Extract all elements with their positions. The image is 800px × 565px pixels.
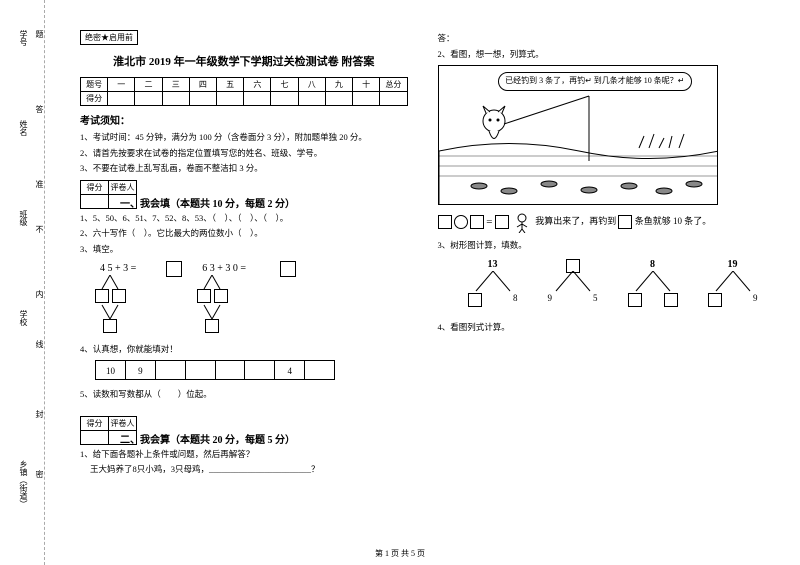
answer-box [205,319,219,333]
tree-item: 13 8 [468,259,518,309]
bind-line: 内 [34,290,45,298]
fishing-illustration: 已经钓到 3 条了，再钓↵ 到几条才能够 10 条呢？↵ [438,65,718,205]
tree-diagrams: 13 8 9 5 8 [468,259,766,309]
answer-label: 答： [438,32,766,46]
answer-box [280,261,296,277]
equals-sign: = [486,216,492,228]
question: 5、读数和写数都从（ ）位起。 [80,388,408,402]
right-column: 答： 2、看图，想一想，列算式。 已经钓到 3 条了，再钓↵ 到几条才能够 10… [423,30,781,545]
left-column: 绝密★启用前 淮北市 2019 年一年级数学下学期过关检测试卷 附答案 题号 一… [65,30,423,545]
equation-row: = 我算出来了，再钓到 条鱼就够 10 条了。 [438,211,766,233]
girl-icon [511,211,533,233]
bind-label: 班级 [18,210,29,226]
exam-title: 淮北市 2019 年一年级数学下学期过关检测试卷 附答案 [80,53,408,69]
question: 3、树形图计算，填数。 [438,239,766,253]
decomposition-row: 4 5 + 3 = 6 3 + 3 0 = [100,263,408,333]
bind-line: 密 [34,470,45,478]
answer-box [197,289,211,303]
bind-line: 答 [34,105,45,113]
fill-boxes: 10 9 4 [95,360,335,380]
bind-label: 乡镇（街道） [18,460,29,508]
leaf-box [628,293,642,307]
question: 2、看图，想一想，列算式。 [438,48,766,62]
leaf-box [468,293,482,307]
eq-text: 条鱼就够 10 条了。 [635,216,712,226]
operand-box [438,215,452,229]
answer-box [103,319,117,333]
operator-circle [454,215,468,229]
leaf-box [664,293,678,307]
notice: 2、请首先按要求在试卷的指定位置填写您的姓名、班级、学号。 [80,147,408,161]
fill-box [618,215,632,229]
bind-line: 封 [34,410,45,418]
result-box [495,215,509,229]
leaf-box [708,293,722,307]
notice-head: 考试须知： [80,112,408,127]
bind-label: 学号 [18,30,29,46]
bind-line: 不 [34,225,45,233]
tree-item: 19 9 [708,259,758,309]
bind-line: 线 [34,340,45,348]
page-content: 绝密★启用前 淮北市 2019 年一年级数学下学期过关检测试卷 附答案 题号 一… [45,0,800,565]
question: 4、看图列式计算。 [438,321,766,335]
page-footer: 第 1 页 共 5 页 [0,548,800,559]
section-title: 二、我会算（本题共 20 分，每题 5 分） [120,431,408,446]
speech-bubble: 已经钓到 3 条了，再钓↵ 到几条才能够 10 条呢？↵ [498,72,691,90]
eq-text: 我算出来了，再钓到 [535,216,616,226]
operand-box [470,215,484,229]
table-row: 得分 [81,92,408,106]
equation: 6 3 + 3 0 = [202,263,282,274]
decomp-diagram: 4 5 + 3 = [100,263,180,333]
notice: 1、考试时间：45 分钟，满分为 100 分（含卷面分 3 分），附加题单独 2… [80,131,408,145]
decomp-diagram: 6 3 + 3 0 = [202,263,282,333]
binding-strip: 学号 姓名 班级 学校 乡镇（街道） 题 答 准 不 内 线 封 密 [0,0,45,565]
question: 3、填空。 [80,243,408,257]
question: 2、六十写作（ ）。它比最大的两位数小（ ）。 [80,227,408,241]
question: 4、认真想，你就能填对！ [80,343,408,357]
notice: 3、不要在试卷上乱写乱画，卷面不整洁扣 3 分。 [80,162,408,176]
table-row: 题号 一 二 三 四 五 六 七 八 九 十 总分 [81,78,408,92]
answer-box [95,289,109,303]
bind-label: 学校 [18,310,29,326]
score-table: 题号 一 二 三 四 五 六 七 八 九 十 总分 得分 [80,77,408,106]
bind-line: 准 [34,180,45,188]
answer-box [112,289,126,303]
tree-item: 9 5 [548,259,598,309]
confidential-badge: 绝密★启用前 [80,30,138,45]
answer-box [214,289,228,303]
question: 王大妈养了8只小鸡，3只母鸡，________________________？ [90,463,408,477]
section-title: 一、我会填（本题共 10 分，每题 2 分） [120,195,408,210]
bind-line: 题 [34,30,45,38]
question: 1、给下面各题补上条件或问题，然后再解答？ [80,448,408,462]
tree-item: 8 [628,259,678,309]
question: 1、5、50、6、51、7、52、8、53、（ ）、（ ）、（ ）。 [80,212,408,226]
bind-label: 姓名 [18,120,29,136]
